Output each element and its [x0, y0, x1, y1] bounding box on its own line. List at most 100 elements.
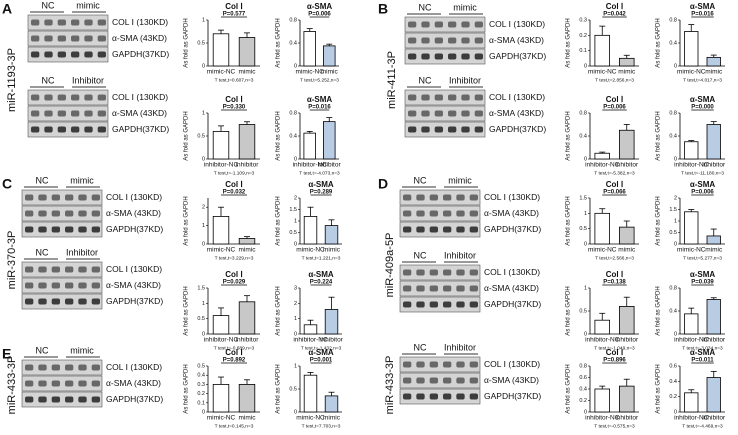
blot-strip — [404, 16, 486, 33]
band-label: GAPDH(37KD) — [484, 391, 541, 401]
blot-band — [31, 35, 40, 42]
blot-band — [474, 126, 483, 133]
blot-band — [421, 110, 430, 117]
group-label: mimic — [70, 345, 94, 355]
band-label: COL Ⅰ (130KD) — [106, 264, 162, 274]
bar — [684, 211, 699, 245]
blot-band — [443, 285, 452, 292]
blot-strip — [404, 121, 486, 138]
y-tick-label: 0 — [584, 409, 587, 415]
blot-band — [461, 21, 470, 28]
blot-band — [78, 210, 87, 217]
blot-band — [31, 110, 40, 117]
blot-band — [403, 210, 412, 217]
y-tick-label: 1 — [584, 285, 587, 291]
blot-band — [434, 37, 443, 44]
blot-band — [421, 53, 430, 60]
group-label: NC — [414, 250, 427, 260]
blot-strip — [21, 293, 103, 310]
blot-band — [434, 126, 443, 133]
mirna-label: miR-433-3P — [6, 356, 18, 415]
blot-band — [434, 94, 443, 101]
chart-title: Col Ⅰ — [606, 95, 623, 104]
x-tick-label: mimic-NC — [295, 69, 324, 76]
blot-strip — [399, 296, 481, 313]
blot-band — [65, 226, 74, 233]
y-tick-label: 0.8 — [579, 110, 587, 116]
x-tick-label: inhibitor — [702, 162, 726, 169]
x-tick-label: inhibitor-NC — [293, 337, 328, 344]
y-tick-label: 0.2 — [197, 391, 205, 397]
y-tick-label: 1 — [294, 363, 297, 369]
y-label: As fold as GAPDH — [566, 196, 572, 245]
blot-band — [97, 35, 106, 42]
band-label: α-SMA (43KD) — [484, 208, 539, 218]
group-label: Inhibitor — [449, 75, 481, 85]
bar — [238, 383, 256, 413]
blot-strip — [21, 277, 103, 294]
x-tick-label: mimic — [618, 247, 636, 254]
y-label: As fold as GAPDH — [656, 18, 662, 67]
blot-strip — [399, 388, 481, 405]
blot-band — [443, 377, 452, 384]
y-tick-label: 0.4 — [669, 40, 677, 46]
blot-band — [38, 298, 47, 305]
x-tick-label: mimic-NC — [207, 69, 236, 76]
p-value: P=0.006 — [603, 105, 626, 111]
blot-band — [65, 396, 74, 403]
stat-note: T test,t=-11.180,n=3 — [681, 170, 724, 176]
blot-band — [78, 282, 87, 289]
y-label: As fold as GAPDH — [276, 18, 282, 67]
blot-band — [25, 266, 34, 273]
blot-band — [456, 210, 465, 217]
blot-band — [65, 194, 74, 201]
y-tick-label: 0 — [294, 156, 297, 162]
blot-band — [456, 301, 465, 308]
group-label: mimic — [70, 175, 94, 185]
x-tick-label: inhibitor — [320, 337, 344, 344]
blot-band — [456, 226, 465, 233]
bar — [322, 121, 336, 160]
y-tick-label: 0.1 — [579, 48, 587, 54]
blot-band — [57, 19, 66, 26]
blot-band — [448, 110, 457, 117]
band-label: GAPDH(37KD) — [484, 224, 541, 234]
y-tick-label: 2 — [674, 195, 677, 201]
blot-band — [469, 285, 478, 292]
bar — [238, 238, 256, 245]
bar — [706, 235, 721, 245]
y-tick-label: 0.8 — [579, 363, 587, 369]
stat-note: T test,t=7.703,n=3 — [302, 423, 341, 429]
y-tick-label: 0 — [202, 156, 205, 162]
y-tick-label: 0.2 — [579, 33, 587, 39]
blot-band — [408, 21, 417, 28]
y-tick-label: 0 — [584, 241, 587, 247]
blot-band — [25, 210, 34, 217]
blot-band — [416, 361, 425, 368]
blot-strip — [27, 105, 109, 122]
y-tick-label: 0.5 — [197, 133, 205, 139]
y-tick-label: 1 — [674, 218, 677, 224]
blot-band — [408, 37, 417, 44]
p-value: P=0.138 — [603, 280, 626, 286]
blot-band — [456, 393, 465, 400]
blot-strip — [27, 14, 109, 31]
y-tick-label: 0.5 — [197, 363, 205, 369]
blot-band — [25, 380, 34, 387]
x-tick-label: mimic — [323, 247, 341, 254]
y-tick-label: 0 — [294, 409, 297, 415]
band-label: α-SMA (43KD) — [489, 108, 544, 118]
blot-strip — [27, 89, 109, 106]
x-tick-label: inhibitor — [236, 337, 260, 344]
blot-band — [416, 393, 425, 400]
chart-title: Col Ⅰ — [225, 2, 242, 11]
y-tick-label: 1 — [294, 218, 297, 224]
group-label: Inhibitor — [444, 250, 476, 260]
blot-band — [38, 266, 47, 273]
mirna-label: miR-409a-5P — [384, 233, 396, 298]
band-label: GAPDH(37KD) — [106, 296, 163, 306]
x-tick-label: inhibitor-NC — [674, 162, 709, 169]
bar — [303, 324, 318, 335]
y-tick-label: 0.6 — [579, 375, 587, 381]
